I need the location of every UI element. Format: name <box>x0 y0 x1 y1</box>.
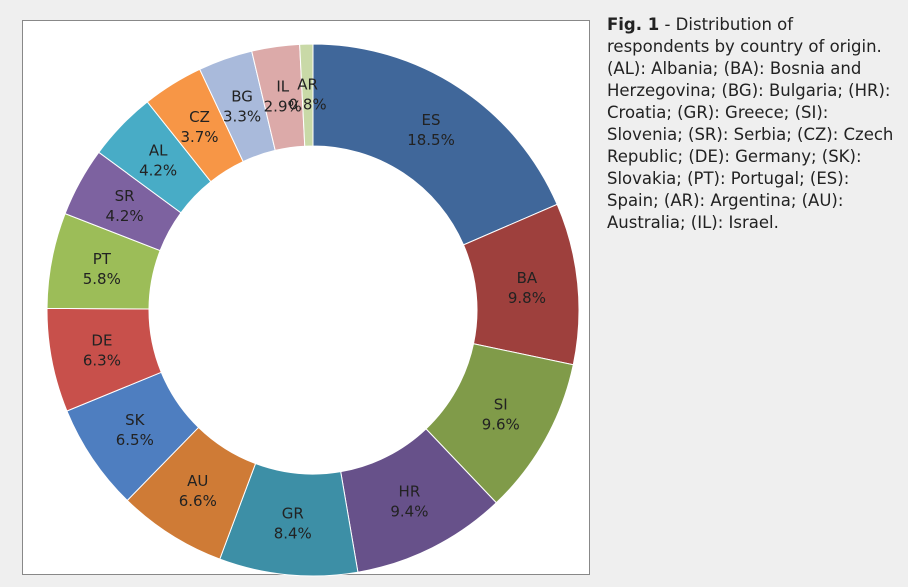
slice-category: SI <box>494 395 508 413</box>
caption-label: Fig. 1 <box>607 15 660 34</box>
caption-text: - Distribution of respondents by country… <box>607 15 894 232</box>
slice-category: IL <box>276 78 289 96</box>
slice-value-label: 9.4% <box>390 503 428 521</box>
slice-category: ES <box>422 111 441 129</box>
slice-category: SR <box>115 187 135 205</box>
slice-category: AU <box>187 472 208 490</box>
slice-category: PT <box>93 250 112 268</box>
slice-value-label: 18.5% <box>407 131 455 149</box>
slice <box>299 43 314 147</box>
slice-value-label: 6.5% <box>116 431 154 449</box>
slice-value-label: 8.4% <box>274 525 312 543</box>
slice-category: DE <box>91 331 112 349</box>
slice-value-label: 9.8% <box>508 289 546 307</box>
caption: Fig. 1 - Distribution of respondents by … <box>607 14 899 234</box>
slice-value-label: 0.8% <box>289 96 327 114</box>
slice-category: AR <box>297 76 318 94</box>
slice-value-label: 6.6% <box>179 492 217 510</box>
slice-category: BG <box>231 88 253 106</box>
slice-value-label: 4.2% <box>139 161 177 179</box>
slice-value-label: 9.6% <box>482 415 520 433</box>
slice-category: GR <box>282 505 304 523</box>
slice-value-label: 4.2% <box>106 207 144 225</box>
slice-category: HR <box>399 483 421 501</box>
slice-category: SK <box>125 411 146 429</box>
slice-value-label: 5.8% <box>83 270 121 288</box>
slice-value-label: 3.3% <box>223 108 261 126</box>
slice-value-label: 2.9% <box>264 98 302 116</box>
slice-category: CZ <box>189 108 210 126</box>
slice-value-label: 3.7% <box>180 128 218 146</box>
slice-value-label: 6.3% <box>83 351 121 369</box>
slice-category: AL <box>149 141 168 159</box>
chart: ES 18.5% BA 9.8% SI 9.6% HR 9.4% GR 8.4% AU 6.6% SK 6… <box>46 43 580 577</box>
slice <box>312 43 558 246</box>
slice-category: BA <box>517 269 538 287</box>
